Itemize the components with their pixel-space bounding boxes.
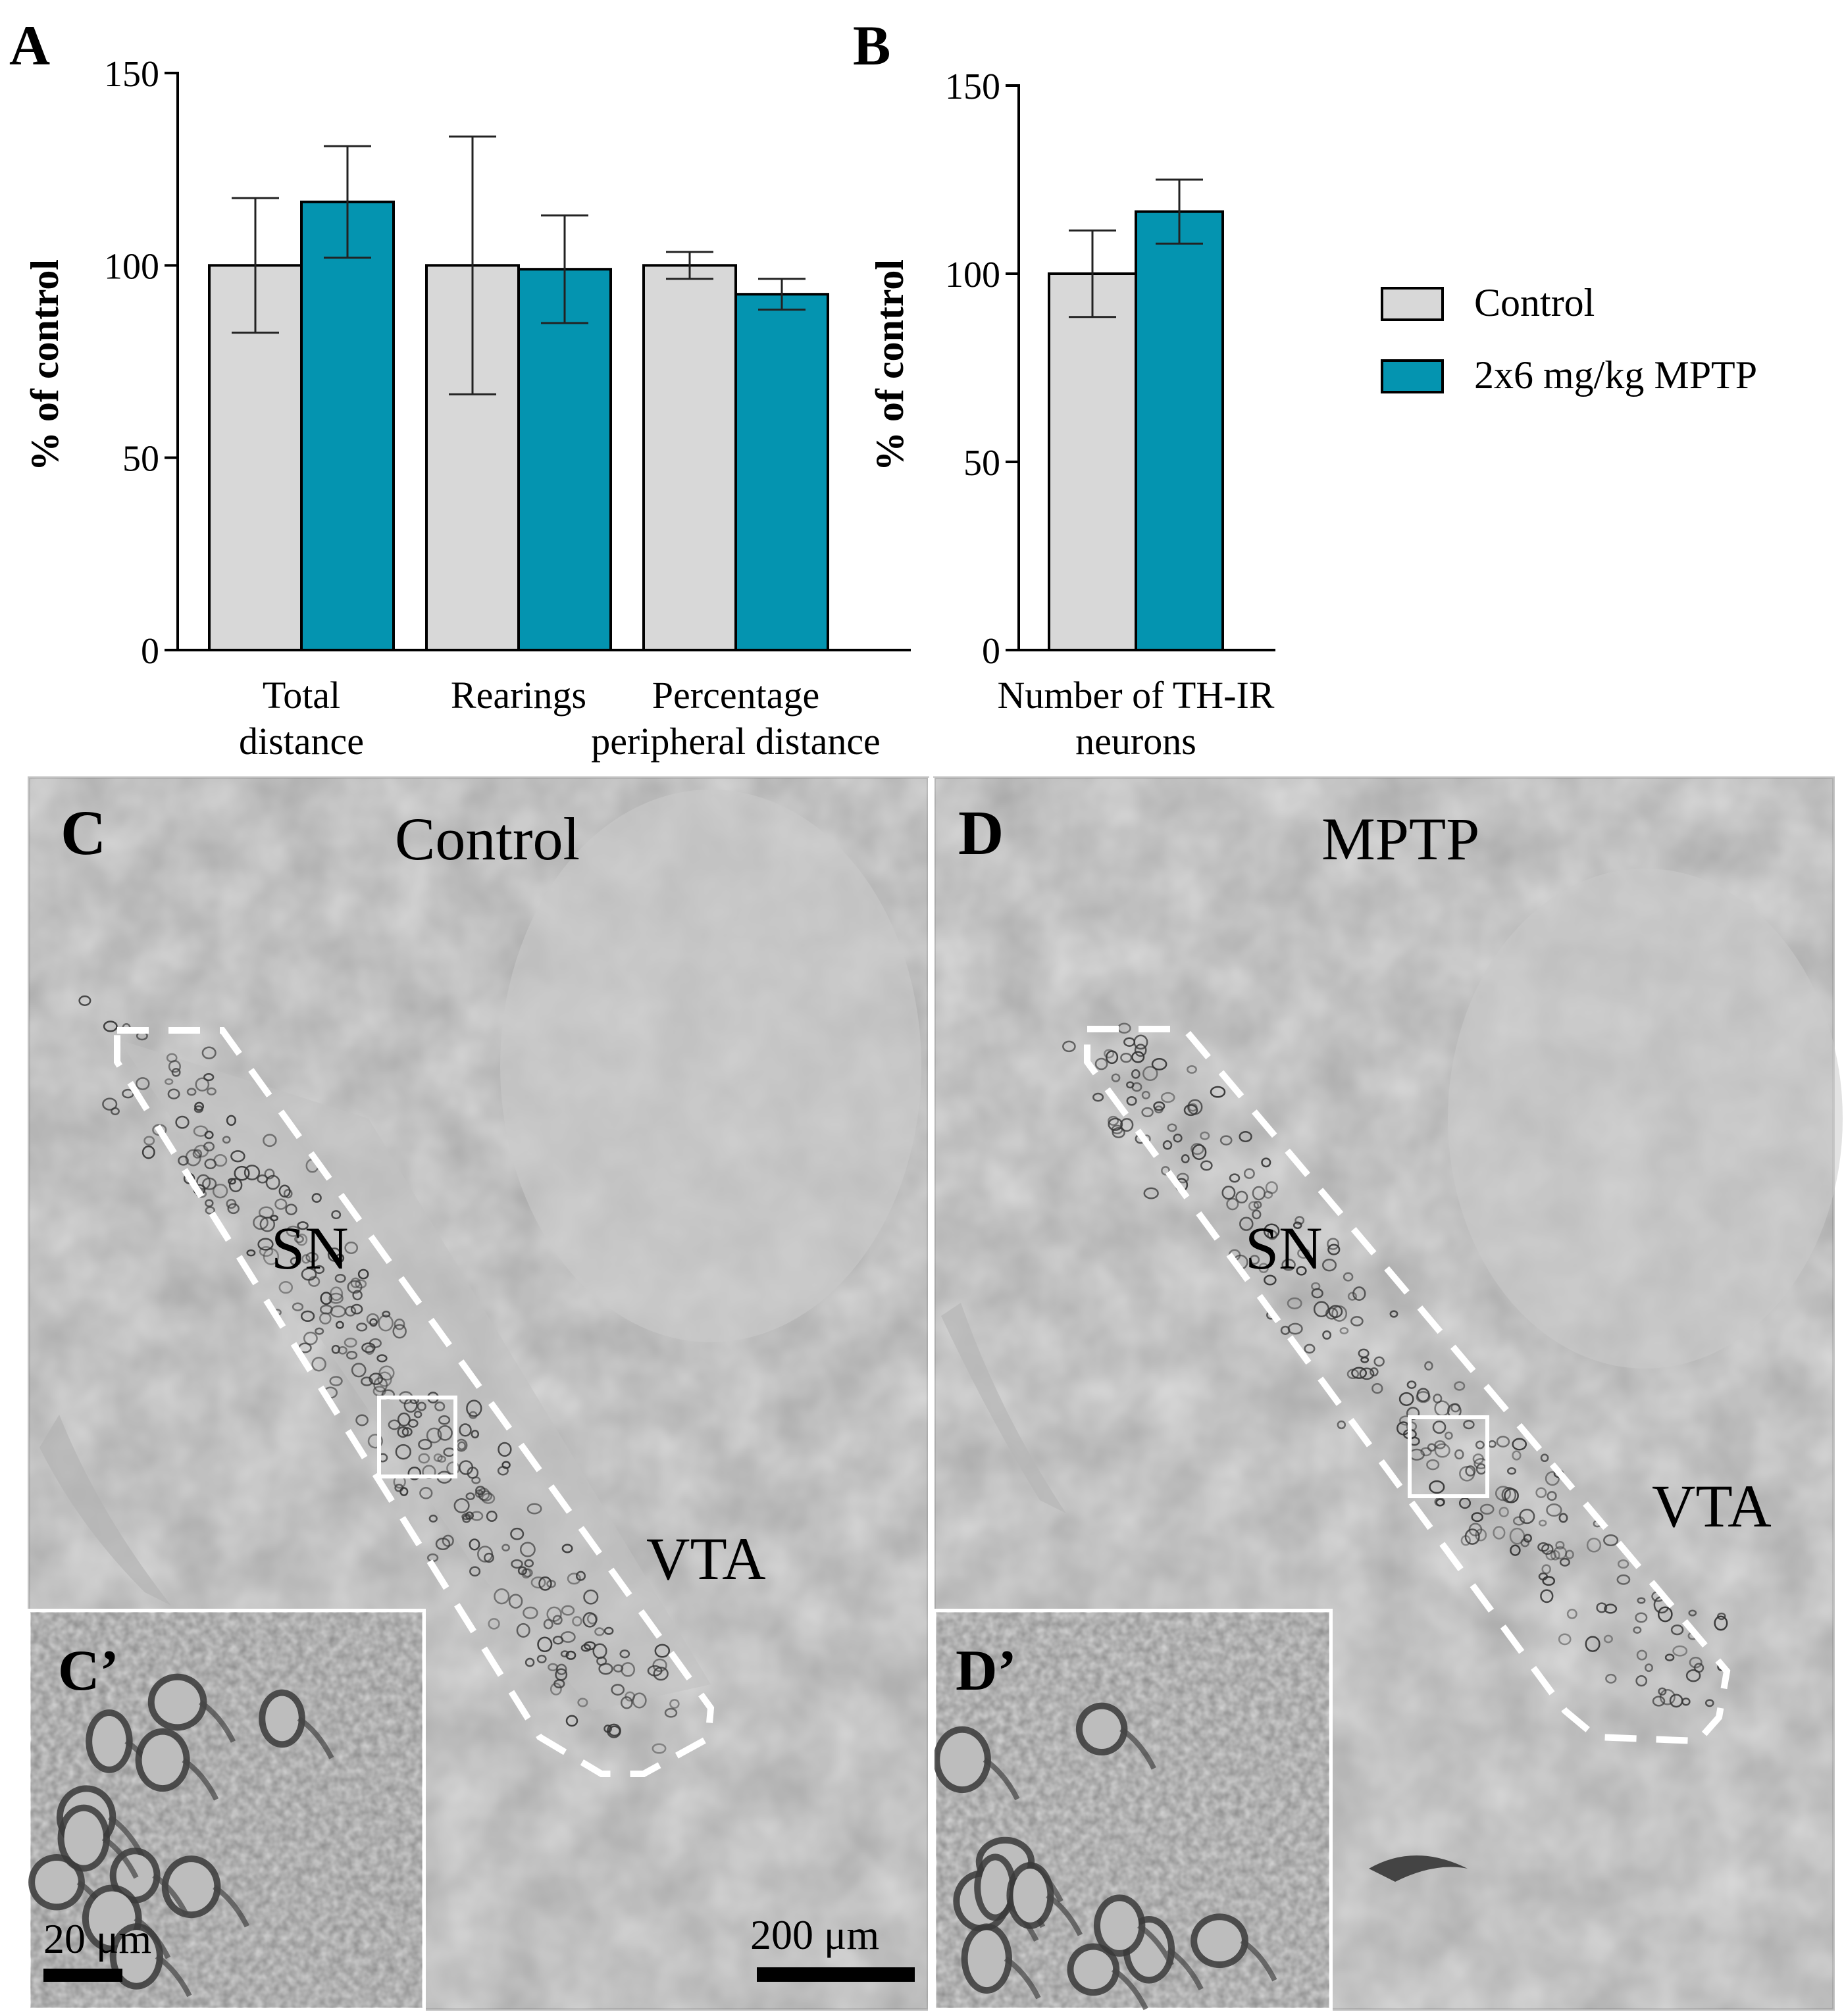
neuron-cell (259, 1689, 334, 1759)
panel-a-bars (208, 135, 829, 652)
control-roi-outline (114, 1027, 715, 1777)
control-sn-label: SN (271, 1215, 349, 1282)
x-tick-label-0: Number of TH-IR neurons (998, 674, 1275, 763)
bar-control-2 (642, 264, 737, 652)
legend: Control 2x6 mg/kg MPTP (1381, 281, 1757, 397)
mptp-sn-label: SN (1245, 1215, 1323, 1282)
y-tick-label: 50 (122, 439, 159, 480)
neuron-cell (147, 1673, 236, 1743)
y-tick-label: 0 (141, 631, 159, 672)
neuron-cell (1067, 1943, 1148, 2011)
neuron-cell (135, 1728, 219, 1801)
neuron-cell (28, 1854, 114, 1923)
neuron-cell (1093, 1894, 1174, 1967)
legend-label-mptp: 2x6 mg/kg MPTP (1474, 353, 1757, 397)
x-tick-label-2: Percentage peripheral distance (591, 674, 881, 763)
panel-b-bars (1048, 178, 1224, 651)
error-bar (758, 278, 806, 311)
inset-scale-bar (43, 1969, 122, 1982)
error-bar (541, 214, 588, 324)
mptp-zoom-box (1408, 1415, 1489, 1498)
neuron-cell (1006, 1861, 1083, 1936)
inset-scale-label: 20 μm (43, 1915, 151, 1962)
legend-swatch-control (1381, 287, 1444, 321)
mptp-vta-label: VTA (1652, 1473, 1772, 1540)
y-tick-label: 150 (945, 66, 1000, 107)
control-inset-cells (28, 1673, 334, 1998)
mptp-inset-cells (933, 1702, 1277, 2011)
neuron-cell (933, 1726, 1020, 1801)
panel-c-title: Control (395, 805, 580, 872)
scale-label: 200 μm (750, 1911, 879, 1958)
control-zoom-box (377, 1396, 457, 1478)
panel-a-label: A (9, 14, 50, 77)
bar-2x6-mg-kg-mptp-0 (1135, 210, 1224, 651)
panel-divider (928, 778, 935, 2012)
bar-2x6-mg-kg-mptp-1 (517, 268, 612, 651)
neuron-cell (57, 1804, 139, 1879)
mptp-roi-outline (1084, 1026, 1731, 1745)
y-tick-label: 50 (963, 443, 1000, 484)
micrograph-mptp: D MPTP SN VTA D’ (933, 776, 1843, 2011)
legend-swatch-mptp (1381, 359, 1444, 393)
bar-2x6-mg-kg-mptp-0 (300, 200, 395, 651)
x-tick-label-1: Rearings (451, 674, 586, 717)
panel-a-ylabel: % of control (23, 259, 66, 471)
neuron-cell (1191, 1913, 1277, 1982)
bar-2x6-mg-kg-mptp-2 (734, 293, 829, 651)
panel-b-label: B (853, 14, 890, 77)
y-tick-label: 100 (104, 246, 159, 287)
panel-b-ylabel: % of control (868, 259, 911, 471)
micrograph-control: C Control SN VTA C’ 20 μm 200 μm (27, 776, 929, 2011)
neuron-cell (961, 1923, 1041, 2000)
bar-control-0 (1048, 272, 1137, 651)
mptp-neuron-cells (1062, 1022, 1728, 1708)
panel-a-xlabels: Total distance Rearings Percentage periphera… (239, 674, 881, 763)
error-bar (449, 135, 496, 395)
control-inset-label: C’ (58, 1639, 119, 1703)
scale-bar (757, 1967, 915, 1982)
panel-c-label: C (61, 797, 106, 868)
neuron-cell (109, 1923, 192, 1998)
y-tick-label: 150 (104, 54, 159, 95)
panel-b-chart: B % of control 0 50 100 150 Number of TH-IR… (853, 14, 1275, 763)
error-bar (324, 145, 371, 259)
control-vta-label: VTA (646, 1525, 766, 1592)
y-tick-label: 100 (945, 255, 1000, 295)
panel-a-chart: A % of control 0 50 100 150 Total distance Re… (9, 14, 911, 763)
y-tick-label: 0 (982, 631, 1000, 672)
x-tick-label-0: Total distance (239, 674, 364, 763)
error-bar (666, 251, 713, 280)
error-bar (1156, 178, 1203, 245)
panel-d-title: MPTP (1321, 805, 1479, 872)
panel-d-label: D (958, 797, 1004, 868)
error-bar (232, 197, 279, 334)
mptp-inset-label: D’ (956, 1639, 1017, 1703)
error-bar (1069, 229, 1116, 318)
neuron-cell (1075, 1702, 1156, 1770)
legend-label-control: Control (1474, 281, 1595, 324)
neuron-cell (86, 1709, 162, 1782)
panel-b-xlabels: Number of TH-IR neurons (998, 674, 1275, 763)
